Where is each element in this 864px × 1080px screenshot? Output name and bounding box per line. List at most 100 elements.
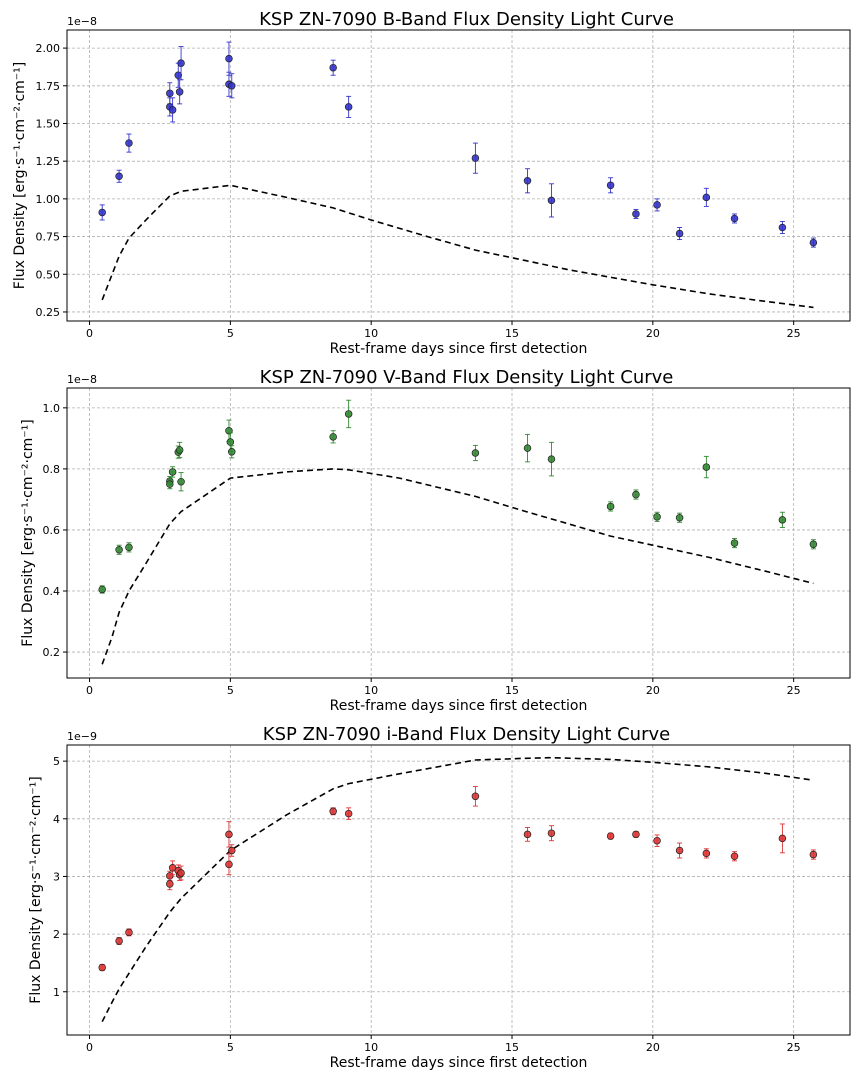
v-band-data-point [730,539,739,547]
v-band-data-point [632,490,640,499]
v-band-y-axis-label: Flux Density [erg·s⁻¹·cm⁻²·cm⁻¹] [20,419,36,646]
b-band-plot-frame [66,29,851,322]
i-band-data-point [778,834,787,843]
v-band-data-point [344,410,353,418]
b-band-xtick-label: 15 [505,327,519,340]
b-band-data-point [653,201,661,209]
b-band-ytick-label: 1.75 [36,80,61,93]
v-band-ytick-label: 0.6 [43,524,61,537]
i-band-data-point [329,807,337,816]
i-band-ytick-label: 5 [53,755,60,768]
v-band-x-axis-label: Rest-frame days since first detection [330,698,588,714]
i-band-data-point [166,880,174,888]
i-band-data-point [653,836,661,845]
b-band-ytick-label: 2.00 [36,42,61,55]
b-band-data-point [606,181,615,190]
v-band-data-point [175,446,184,454]
b-band-data-point [344,103,353,111]
b-band-data-point [174,71,183,79]
i-band-xtick-label: 10 [364,1041,378,1054]
b-band-data-point [778,223,787,232]
i-band-data-point [702,849,711,858]
v-band-data-point [523,444,532,452]
b-band-data-point [168,106,177,114]
b-band-ytick-label: 0.75 [36,231,61,244]
i-band-ytick-label: 1 [53,986,60,999]
i-band-model-curve [101,756,814,1023]
v-band-ytick-label: 1.0 [43,402,61,415]
b-band-data-point [228,82,236,90]
b-band-ytick-label: 1.50 [36,117,61,130]
b-band-axis-offset: 1e−8 [67,15,97,28]
i-band-data-point [98,963,106,972]
v-band-data-point [809,540,818,549]
v-band-ytick-label: 0.2 [43,646,61,659]
i-band-axis-offset: 1e−9 [67,730,97,743]
v-band-ytick-label: 0.8 [43,463,61,476]
i-band-data-point [225,860,233,869]
i-band-data-point [730,852,739,861]
v-band-data-point [168,468,177,476]
b-band-data-point [166,89,174,98]
v-band-xtick-label: 15 [505,684,519,697]
i-band-panel: 0 5 10 15 20 25 1 2 3 4 5 1e−9 KSP ZN-7090 i-Band Fl… [28,724,851,1071]
i-band-data-point [225,830,233,839]
i-band-data-point [547,829,556,837]
v-band-data-point [177,477,185,486]
b-band-data-point [225,54,233,63]
b-band-data-point [523,177,532,185]
i-band-y-axis-label: Flux Density [erg·s⁻¹·cm⁻²·cm⁻¹] [28,776,44,1003]
i-band-data-point [632,830,640,839]
i-band-ytick-label: 4 [53,813,60,826]
i-band-data-point [177,869,185,877]
b-band-data-point [329,63,337,72]
v-band-xtick-label: 10 [364,684,378,697]
i-band-data-point [115,937,123,945]
b-band-data-point [177,59,185,67]
v-band-data-point [778,516,787,524]
v-band-data-point [675,513,684,522]
i-band-ytick-label: 2 [53,928,60,941]
i-band-data-point [344,809,353,818]
v-band-data-point [228,448,236,456]
b-band-data-point [115,172,123,181]
b-band-xtick-label: 10 [364,327,378,340]
i-band-plot-frame [66,744,851,1036]
i-band-xtick-label: 5 [227,1041,234,1054]
b-band-data-point [632,210,640,218]
b-band-ytick-label: 0.50 [36,268,61,281]
v-band-data-point [226,438,235,446]
v-band-data-point [702,463,711,471]
v-band-data-point [606,502,615,511]
i-band-data-point [125,928,133,937]
i-band-data-point [809,850,818,859]
v-band-ytick-label: 0.4 [43,585,61,598]
v-band-data-point [98,585,106,594]
b-band-chart-title: KSP ZN-7090 B-Band Flux Density Light Cu… [259,9,674,30]
i-band-xtick-label: 15 [505,1041,519,1054]
b-band-data-point [471,154,480,162]
b-band-model-curve [101,184,814,309]
b-band-ytick-label: 1.00 [36,193,61,206]
v-band-axis-offset: 1e−8 [67,373,97,386]
b-band-x-axis-label: Rest-frame days since first detection [330,341,588,357]
v-band-data-point [653,513,661,521]
i-band-data-point [606,832,615,840]
i-band-data-point [675,846,684,855]
b-band-xtick-label: 5 [227,327,234,340]
b-band-y-axis-label: Flux Density [erg·s⁻¹·cm⁻²·cm⁻¹] [12,62,28,289]
v-band-data-point [329,433,337,441]
v-band-chart-title: KSP ZN-7090 V-Band Flux Density Light Cu… [260,367,674,388]
b-band-data-point [809,238,818,247]
b-band-xtick-label: 0 [86,327,93,340]
i-band-x-axis-label: Rest-frame days since first detection [330,1055,588,1071]
i-band-xtick-label: 0 [86,1041,93,1054]
i-band-xtick-label: 20 [646,1041,660,1054]
b-band-data-point [547,196,556,205]
v-band-plot-frame [66,387,851,679]
b-band-panel: 0 5 10 15 20 25 0.25 0.50 0.75 1.00 1.25 1.50 1.75 2.… [12,9,851,357]
v-band-data-point [125,543,133,552]
v-band-panel: 0 5 10 15 20 25 0.2 0.4 0.6 0.8 1.0 1e−8 KSP ZN-7090… [20,367,851,714]
b-band-data-point [675,229,684,238]
